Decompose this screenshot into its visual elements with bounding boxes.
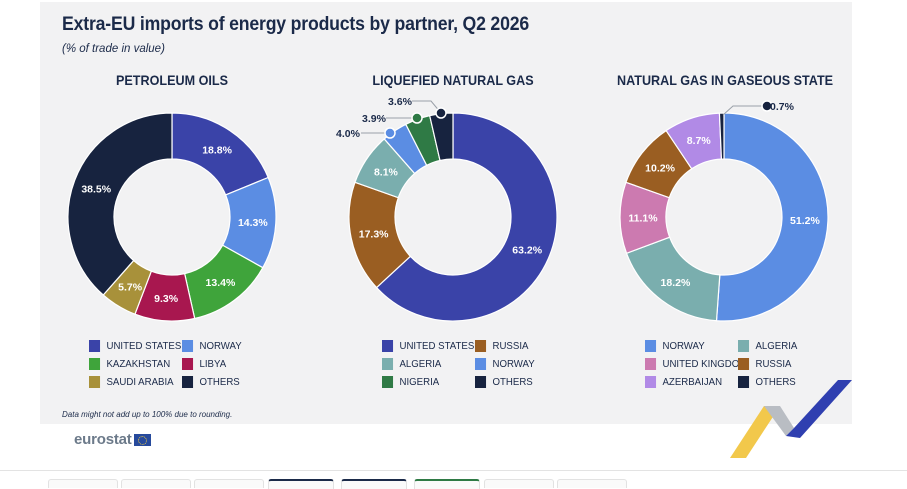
- legend-swatch: [738, 340, 750, 352]
- legend-label: OTHERS: [492, 376, 533, 388]
- chart-title-petroleum: PETROLEUM OILS: [115, 72, 228, 88]
- legend-swatch: [89, 376, 101, 388]
- legend-item-kazakhstan[interactable]: KAZAKHSTAN: [89, 358, 170, 370]
- legend-label: UNITED STATES: [106, 340, 182, 352]
- legend-swatch: [645, 358, 657, 370]
- legend-item-others[interactable]: OTHERS: [182, 376, 240, 388]
- logo-text: eurostat: [74, 431, 132, 448]
- legend-label: UNITED STATES: [399, 340, 475, 352]
- legend-swatch: [475, 340, 487, 352]
- legend-label: ALGERIA: [755, 340, 798, 352]
- legend-label: NORWAY: [199, 340, 242, 352]
- legend-swatch: [738, 358, 750, 370]
- page-title: Extra-EU imports of energy products by p…: [62, 14, 530, 35]
- legend-item-saudi-arabia[interactable]: SAUDI ARABIA: [89, 376, 174, 388]
- thumbnail-tab[interactable]: [194, 479, 264, 488]
- legend-item-libya[interactable]: LIBYA: [182, 358, 226, 370]
- legend-label: OTHERS: [755, 376, 796, 388]
- legend-item-russia[interactable]: RUSSIA: [738, 358, 791, 370]
- legend-item-others[interactable]: OTHERS: [475, 376, 533, 388]
- legend-label: SAUDI ARABIA: [106, 376, 174, 388]
- legend-item-norway[interactable]: NORWAY: [182, 340, 242, 352]
- eu-flag-icon: [133, 433, 151, 446]
- legend-label: RUSSIA: [755, 358, 792, 370]
- footnote: Data might not add up to 100% due to rou…: [62, 410, 233, 419]
- thumbnail-tab[interactable]: [268, 479, 334, 489]
- eurostat-logo[interactable]: eurostat: [74, 431, 151, 448]
- legend-item-norway[interactable]: NORWAY: [475, 358, 535, 370]
- legend-swatch: [382, 358, 394, 370]
- legend-label: UNITED KINGDOM: [662, 358, 748, 370]
- legend-swatch: [645, 376, 657, 388]
- legend-item-united-states[interactable]: UNITED STATES: [89, 340, 181, 352]
- legend-item-others[interactable]: OTHERS: [738, 376, 796, 388]
- legend-label: OTHERS: [199, 376, 240, 388]
- legend-swatch: [182, 376, 194, 388]
- legend-item-norway[interactable]: NORWAY: [645, 340, 705, 352]
- thumbnail-tab[interactable]: [557, 479, 627, 488]
- legend-label: AZERBAIJAN: [662, 376, 723, 388]
- thumbnail-tab[interactable]: [414, 479, 480, 489]
- legend-item-united-kingdom[interactable]: UNITED KINGDOM: [645, 358, 747, 370]
- thumbnail-tab[interactable]: [341, 479, 407, 489]
- legend-swatch: [738, 376, 750, 388]
- legend-label: LIBYA: [199, 358, 227, 370]
- legend-item-russia[interactable]: RUSSIA: [475, 340, 528, 352]
- legend-swatch: [182, 340, 194, 352]
- legend-swatch: [382, 340, 394, 352]
- thumbnail-tab[interactable]: [484, 479, 554, 488]
- chart-title-gaseous: NATURAL GAS IN GASEOUS STATE: [617, 72, 834, 88]
- thumbnail-strip: [0, 470, 907, 489]
- legend-item-azerbaijan[interactable]: AZERBAIJAN: [645, 376, 722, 388]
- chart-title-lng: LIQUEFIED NATURAL GAS: [372, 72, 534, 88]
- legend-swatch: [382, 376, 394, 388]
- brand-chevron-icon: [730, 380, 852, 458]
- legend-label: NORWAY: [662, 340, 705, 352]
- legend-label: NIGERIA: [399, 376, 440, 388]
- legend-item-algeria[interactable]: ALGERIA: [382, 358, 441, 370]
- legend-label: NORWAY: [492, 358, 535, 370]
- legend-swatch: [89, 340, 101, 352]
- legend-item-algeria[interactable]: ALGERIA: [738, 340, 797, 352]
- thumbnail-tab[interactable]: [48, 479, 118, 488]
- legend-swatch: [475, 376, 487, 388]
- thumbnail-tab[interactable]: [121, 479, 191, 488]
- legend-label: RUSSIA: [492, 340, 529, 352]
- legend-swatch: [475, 358, 487, 370]
- subtitle: (% of trade in value): [62, 43, 165, 55]
- legend-swatch: [182, 358, 194, 370]
- legend-item-nigeria[interactable]: NIGERIA: [382, 376, 439, 388]
- legend-swatch: [645, 340, 657, 352]
- legend-label: KAZAKHSTAN: [106, 358, 171, 370]
- legend-item-united-states[interactable]: UNITED STATES: [382, 340, 474, 352]
- legend-swatch: [89, 358, 101, 370]
- legend-label: ALGERIA: [399, 358, 442, 370]
